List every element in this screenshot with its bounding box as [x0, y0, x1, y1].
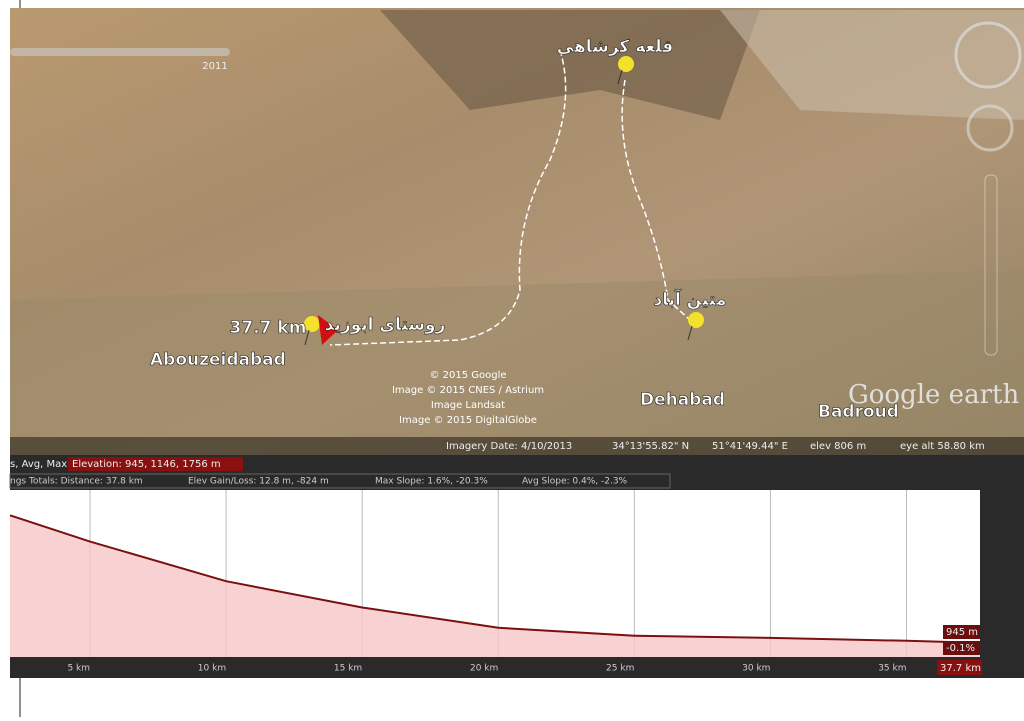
copyright-line: Image Landsat: [431, 400, 505, 411]
status-text: Imagery Date: 4/10/2013: [446, 441, 572, 452]
x-tick-label: 30 km: [742, 664, 770, 674]
x-tick-label: 5 km: [67, 664, 90, 674]
status-text: 34°13'55.82" N: [612, 441, 689, 452]
status-text: eye alt 58.80 km: [900, 441, 985, 452]
totals-item: Avg Slope: 0.4%, -2.3%: [522, 477, 628, 487]
place-label: روستای ابوزید: [325, 315, 446, 335]
elevation-profile: s, Avg, Max: Elevation: 945, 1146, 1756 …: [10, 455, 1024, 678]
screen: 2011 قلعه کرشاهی روستای ابوزید 37.7 km A…: [0, 0, 1024, 717]
x-axis-bar: [10, 657, 1024, 678]
x-tick-label: 10 km: [198, 664, 226, 674]
totals: ngs Totals: Distance: 37.8 km Elev Gain/L…: [10, 477, 628, 487]
place-label: متین آباد: [654, 288, 727, 310]
place-label: Dehabad: [640, 390, 725, 410]
place-label: Abouzeidabad: [150, 350, 286, 370]
status-text: 51°41'49.44" E: [712, 441, 788, 452]
totals-item: Elev Gain/Loss: 12.8 m, -824 m: [188, 477, 329, 487]
copyright-line: © 2015 Google: [429, 370, 506, 381]
map-view[interactable]: 2011 قلعه کرشاهی روستای ابوزید 37.7 km A…: [10, 8, 1024, 455]
side-panel: [980, 490, 1024, 657]
place-label: قلعه کرشاهی: [557, 37, 673, 57]
status-text: elev 806 m: [810, 441, 866, 452]
x-tick-label: 15 km: [334, 664, 362, 674]
time-slider[interactable]: [10, 48, 230, 56]
x-tick-label: 35 km: [878, 664, 906, 674]
end-distance: 37.7 km: [940, 663, 981, 674]
end-elevation: 945 m: [946, 627, 978, 638]
totals-item: ngs Totals: Distance: 37.8 km: [10, 477, 143, 487]
elevation-summary: Elevation: 945, 1146, 1756 m: [72, 459, 221, 470]
slider-label: 2011: [202, 61, 227, 72]
logo: Google earth: [848, 380, 1019, 410]
distance-label: 37.7 km: [230, 318, 307, 338]
totals-item: Max Slope: 1.6%, -20.3%: [375, 477, 488, 487]
x-tick-label: 20 km: [470, 664, 498, 674]
x-tick-label: 25 km: [606, 664, 634, 674]
graph-label: s, Avg, Max:: [10, 459, 71, 470]
copyright-line: Image © 2015 DigitalGlobe: [399, 415, 537, 426]
end-slope: -0.1%: [946, 643, 975, 654]
copyright-line: Image © 2015 CNES / Astrium: [392, 385, 544, 396]
